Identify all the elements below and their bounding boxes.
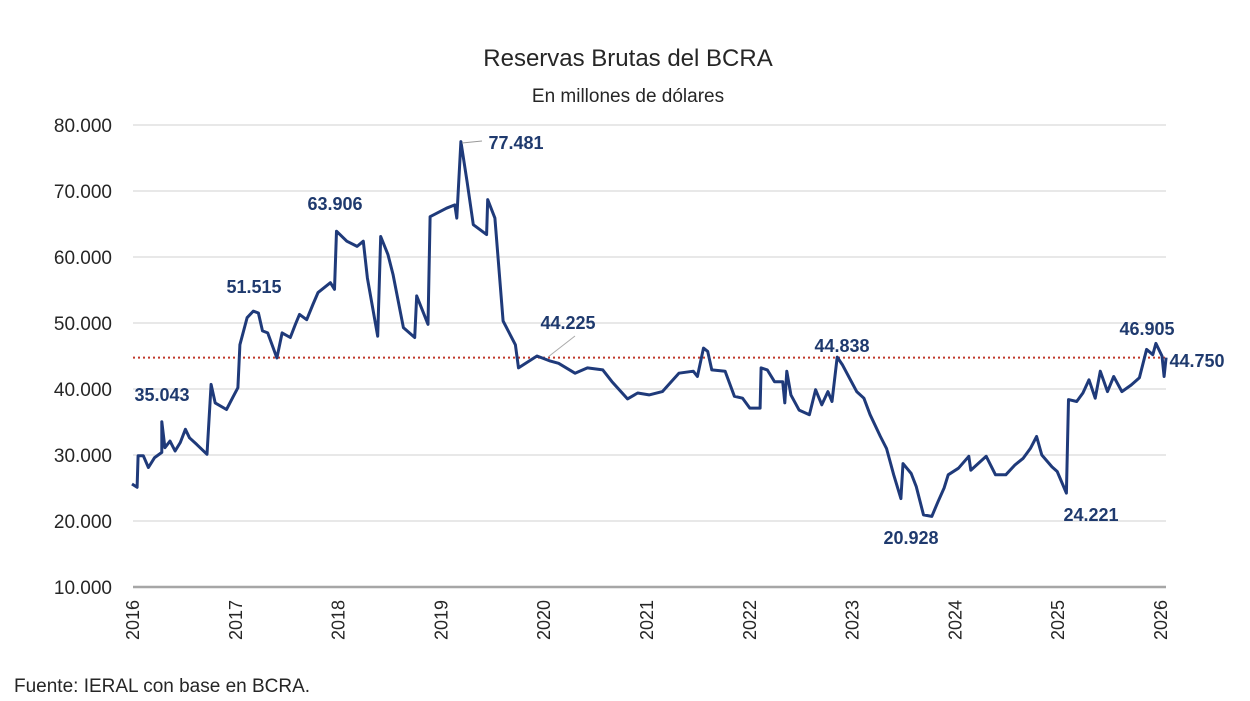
x-tick-label: 2016 (123, 600, 143, 640)
annotation-leader-77481 (461, 140, 483, 144)
annotation-leader-44225 (547, 335, 576, 358)
data-label-44750: 44.750 (1169, 351, 1224, 371)
source-note: Fuente: IERAL con base en BCRA. (14, 676, 310, 697)
chart-title: Reservas Brutas del BCRA (483, 45, 772, 72)
y-tick-label: 20.000 (54, 512, 112, 533)
chart-subtitle: En millones de dólares (532, 86, 724, 107)
data-label-24221: 24.221 (1063, 505, 1118, 525)
y-tick-label: 60.000 (54, 248, 112, 269)
y-tick-label: 50.000 (54, 314, 112, 335)
y-tick-label: 70.000 (54, 182, 112, 203)
x-tick-label: 2023 (843, 600, 863, 640)
data-label-46905: 46.905 (1119, 319, 1174, 339)
data-label-35043: 35.043 (134, 385, 189, 405)
x-tick-label: 2026 (1151, 600, 1171, 640)
data-label-20928: 20.928 (883, 528, 938, 548)
data-label-44225: 44.225 (540, 313, 595, 333)
x-axis-ticks: 2016 2017 2018 2019 2020 2021 2022 2023 2024 2025… (123, 600, 1171, 640)
y-tick-label: 30.000 (54, 446, 112, 467)
y-tick-label: 80.000 (54, 116, 112, 137)
x-tick-label: 2017 (226, 600, 246, 640)
x-tick-label: 2018 (329, 600, 349, 640)
x-tick-label: 2019 (431, 600, 451, 640)
data-label-44838: 44.838 (814, 336, 869, 356)
x-tick-label: 2022 (740, 600, 760, 640)
x-tick-label: 2020 (534, 600, 554, 640)
data-label-63906: 63.906 (307, 194, 362, 214)
x-tick-label: 2025 (1048, 600, 1068, 640)
x-tick-label: 2024 (945, 600, 965, 640)
y-tick-label: 10.000 (54, 578, 112, 599)
x-tick-label: 2021 (637, 600, 657, 640)
data-label-77481: 77.481 (488, 133, 543, 153)
data-label-51515: 51.515 (226, 277, 281, 297)
y-tick-label: 40.000 (54, 380, 112, 401)
series-line (131, 140, 1168, 518)
y-axis-ticks: 10.000 20.000 30.000 40.000 50.000 60.000 70.0… (54, 116, 112, 599)
annotations: 77.481 63.906 51.515 35.043 44.225 44.838 20.9… (134, 133, 1224, 548)
grid-lines (133, 124, 1166, 589)
